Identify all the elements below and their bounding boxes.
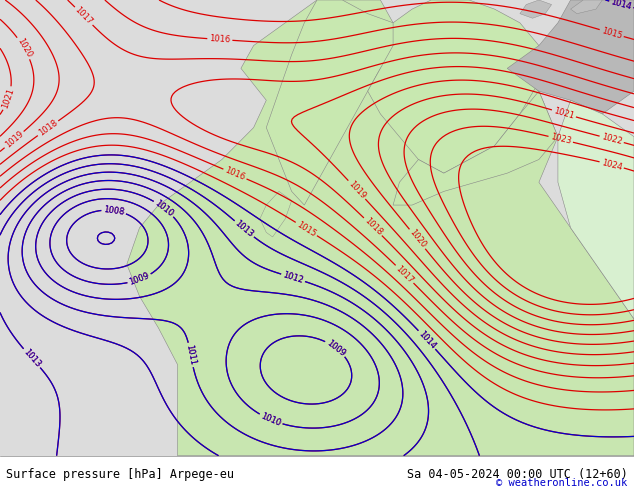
Text: 1020: 1020	[15, 37, 33, 59]
Text: 1017: 1017	[394, 264, 415, 285]
Polygon shape	[393, 91, 558, 205]
Text: 1009: 1009	[325, 338, 347, 358]
Text: © weatheronline.co.uk: © weatheronline.co.uk	[496, 478, 628, 488]
Text: 1018: 1018	[362, 216, 384, 237]
Text: 1024: 1024	[600, 158, 623, 172]
Text: 1021: 1021	[553, 106, 575, 121]
Text: 1016: 1016	[209, 34, 231, 45]
Polygon shape	[507, 0, 634, 114]
Text: 1013: 1013	[22, 347, 42, 369]
Text: 1012: 1012	[281, 270, 304, 285]
Text: 1014: 1014	[417, 329, 437, 351]
Text: 1021: 1021	[1, 87, 16, 110]
Text: 1010: 1010	[153, 198, 175, 219]
Text: 1009: 1009	[325, 338, 347, 358]
Text: 1013: 1013	[22, 347, 42, 369]
Polygon shape	[260, 192, 292, 237]
Text: 1014: 1014	[610, 0, 633, 11]
Text: 1019: 1019	[3, 129, 25, 150]
Text: 1010: 1010	[259, 412, 282, 428]
Text: 1013: 1013	[233, 219, 255, 239]
Polygon shape	[127, 0, 634, 456]
Text: 1011: 1011	[184, 344, 197, 366]
Polygon shape	[266, 0, 399, 205]
Polygon shape	[368, 0, 539, 173]
FancyBboxPatch shape	[0, 456, 634, 490]
Polygon shape	[520, 0, 552, 18]
Text: 1012: 1012	[281, 270, 304, 285]
Text: 1008: 1008	[103, 205, 125, 217]
Text: 1014: 1014	[610, 0, 633, 11]
Polygon shape	[558, 100, 634, 319]
Text: 1013: 1013	[233, 219, 255, 239]
Text: 1019: 1019	[346, 179, 367, 200]
Text: 1022: 1022	[600, 132, 623, 147]
FancyBboxPatch shape	[0, 0, 634, 456]
Text: 1023: 1023	[550, 132, 572, 146]
Text: 1011: 1011	[184, 344, 197, 366]
Text: 1009: 1009	[128, 271, 151, 287]
Text: Surface pressure [hPa] Arpege-eu: Surface pressure [hPa] Arpege-eu	[6, 467, 235, 481]
Text: 1010: 1010	[259, 412, 282, 428]
Text: 1017: 1017	[73, 5, 94, 27]
Text: 1018: 1018	[37, 119, 59, 138]
Text: 1009: 1009	[128, 271, 151, 287]
Text: 1020: 1020	[407, 228, 427, 250]
Text: Sa 04-05-2024 00:00 UTC (12+60): Sa 04-05-2024 00:00 UTC (12+60)	[407, 467, 628, 481]
Text: 1014: 1014	[417, 329, 437, 351]
Text: 1008: 1008	[103, 205, 125, 217]
Text: 1010: 1010	[153, 198, 175, 219]
Polygon shape	[571, 0, 602, 14]
Text: 1015: 1015	[295, 220, 318, 238]
Text: 1016: 1016	[223, 166, 247, 182]
Text: 1015: 1015	[600, 26, 623, 40]
